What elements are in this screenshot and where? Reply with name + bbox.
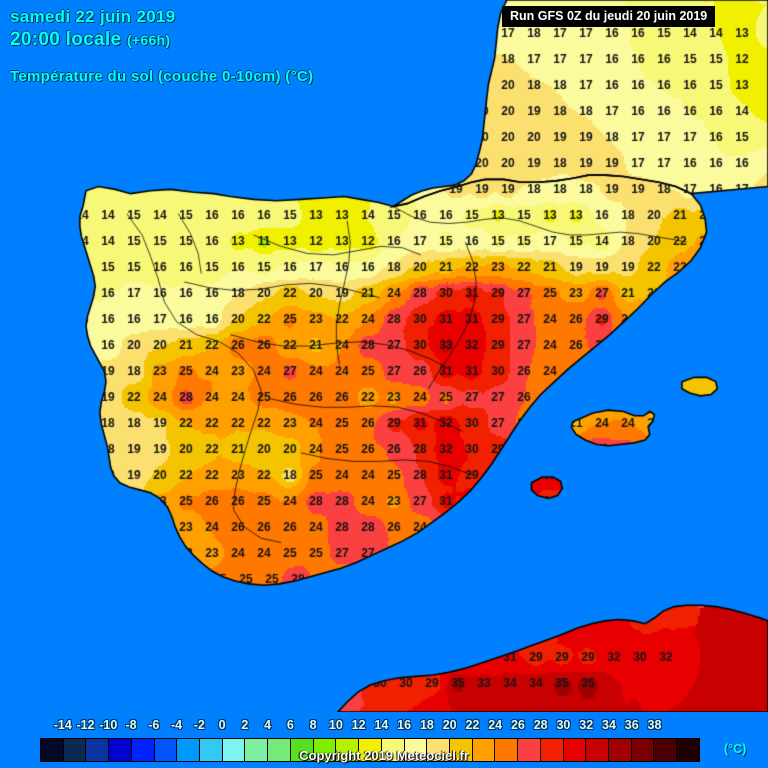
legend-tick: -12 [76, 718, 95, 732]
legend-swatch [131, 739, 155, 761]
legend-swatch [245, 739, 269, 761]
legend-swatch [177, 739, 201, 761]
legend-swatch [586, 739, 609, 761]
legend-swatch [427, 739, 450, 761]
legend-unit-label: (°C) [724, 742, 747, 756]
legend-swatch [313, 739, 337, 761]
legend-swatch [200, 739, 223, 761]
legend-swatch [495, 739, 519, 761]
legend-swatch [404, 739, 428, 761]
legend-tick: 28 [533, 718, 548, 732]
legend-swatch [109, 739, 132, 761]
legend-tick: 0 [218, 718, 226, 732]
legend-swatch [336, 739, 360, 761]
legend-tick: 2 [241, 718, 249, 732]
legend-swatch [608, 739, 632, 761]
legend-tick: -2 [193, 718, 205, 732]
legend-tick: 10 [328, 718, 343, 732]
legend-swatch [359, 739, 382, 761]
legend-swatch [563, 739, 587, 761]
legend-tick: 4 [264, 718, 272, 732]
legend-swatch [268, 739, 291, 761]
legend-tick: 30 [556, 718, 571, 732]
legend-tick: -6 [148, 718, 160, 732]
legend-swatch [222, 739, 246, 761]
legend-swatch [631, 739, 655, 761]
legend-tick: 24 [488, 718, 503, 732]
legend-tick-labels: -14 -12 -10 -8 -6 -4 -2 0 2 4 6 8 10 12 14 16 18 20 22 24 26… [40, 718, 700, 735]
legend-tick: 36 [624, 718, 639, 732]
legend-tick: 16 [397, 718, 412, 732]
legend-tick: -4 [170, 718, 183, 732]
legend-swatch [654, 739, 678, 761]
legend-tick: 6 [286, 718, 294, 732]
model-run-banner: Run GFS 0Z du jeudi 20 juin 2019 [502, 6, 716, 27]
legend-swatch [677, 739, 699, 761]
legend-tick: 38 [647, 718, 662, 732]
legend-tick: 8 [309, 718, 317, 732]
legend-swatch [63, 739, 87, 761]
soil-temperature-map[interactable] [0, 0, 768, 712]
legend-swatch [449, 739, 473, 761]
legend-swatch [41, 739, 64, 761]
legend-tick: 22 [465, 718, 480, 732]
legend-tick: -10 [99, 718, 118, 732]
legend-swatch [472, 739, 496, 761]
legend-swatch [381, 739, 405, 761]
legend-swatch [518, 739, 541, 761]
legend-tick: -14 [53, 718, 72, 732]
legend-swatch [290, 739, 314, 761]
legend-color-bar [40, 738, 700, 762]
legend-tick: 34 [602, 718, 616, 732]
color-scale-legend: -14 -12 -10 -8 -6 -4 -2 0 2 4 6 8 10 12 14 16 18 20 22 24 26… [0, 712, 768, 768]
legend-tick: 18 [419, 718, 434, 732]
legend-tick: 20 [442, 718, 457, 732]
legend-swatch [86, 739, 110, 761]
legend-swatch [154, 739, 178, 761]
legend-tick: 14 [374, 718, 389, 732]
legend-tick: 12 [351, 718, 366, 732]
legend-tick: -8 [125, 718, 137, 732]
legend-tick: 32 [579, 718, 594, 732]
legend-tick: 26 [510, 718, 525, 732]
legend-swatch [540, 739, 564, 761]
